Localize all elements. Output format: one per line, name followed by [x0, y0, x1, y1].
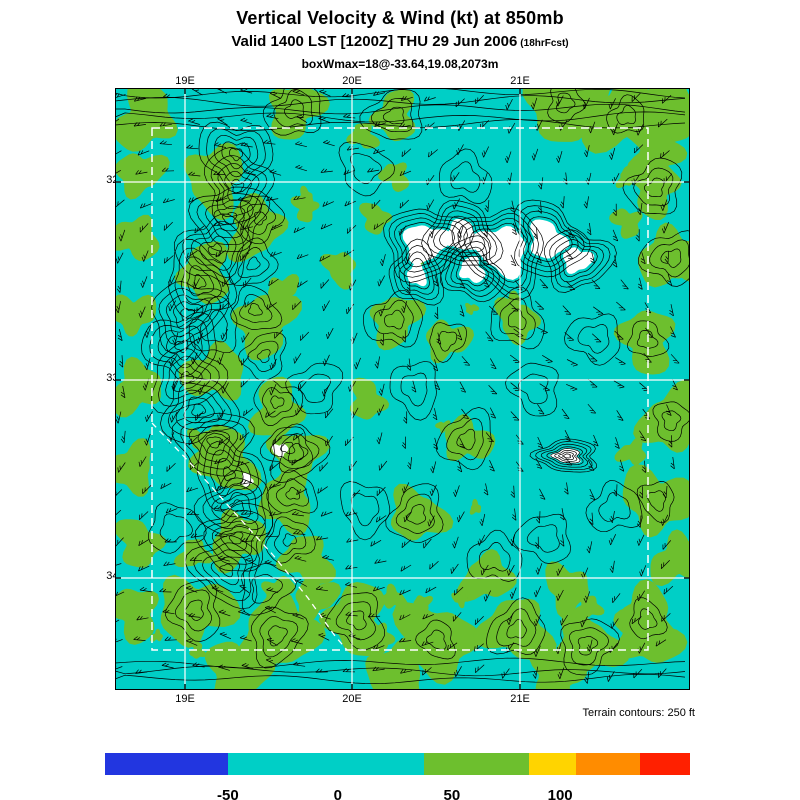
x-tick-top-1: 19E	[175, 75, 195, 87]
colorbar-segment-cyan	[227, 753, 424, 775]
colorbar-segment-blue	[105, 753, 228, 775]
colorbar-tick-label: 0	[333, 787, 342, 800]
colorbar-tick-label: 100	[547, 787, 573, 800]
colorbar-segment-red	[640, 753, 690, 775]
colorbar-tick-label: 50	[443, 787, 461, 800]
colorbar-segment-orange	[575, 753, 641, 775]
page-title: Vertical Velocity & Wind (kt) at 850mb	[236, 8, 564, 28]
x-tick-bottom-1: 19E	[175, 693, 195, 705]
x-tick-bottom-2: 20E	[342, 693, 362, 705]
colorbar-tick-label: -50	[217, 787, 239, 800]
colorbar-segment-yellow	[529, 753, 576, 775]
terrain-contour-note: Terrain contours: 250 ft	[582, 707, 695, 719]
colorbar-segment-green	[423, 753, 530, 775]
valid-time-line: Valid 1400 LST [1200Z] THU 29 Jun 2006 (1…	[0, 33, 800, 50]
x-tick-top-3: 21E	[510, 75, 530, 87]
forecast-hour-note: (18hrFcst)	[520, 38, 569, 49]
x-tick-bottom-3: 21E	[510, 693, 530, 705]
wmax-info: boxWmax=18@-33.64,19.08,2073m	[301, 57, 499, 71]
x-tick-top-2: 20E	[342, 75, 362, 87]
contour-map-svg	[115, 88, 690, 690]
map-area	[115, 88, 690, 690]
colorbar	[105, 753, 690, 775]
valid-time-text: Valid 1400 LST [1200Z] THU 29 Jun 2006	[231, 33, 518, 50]
